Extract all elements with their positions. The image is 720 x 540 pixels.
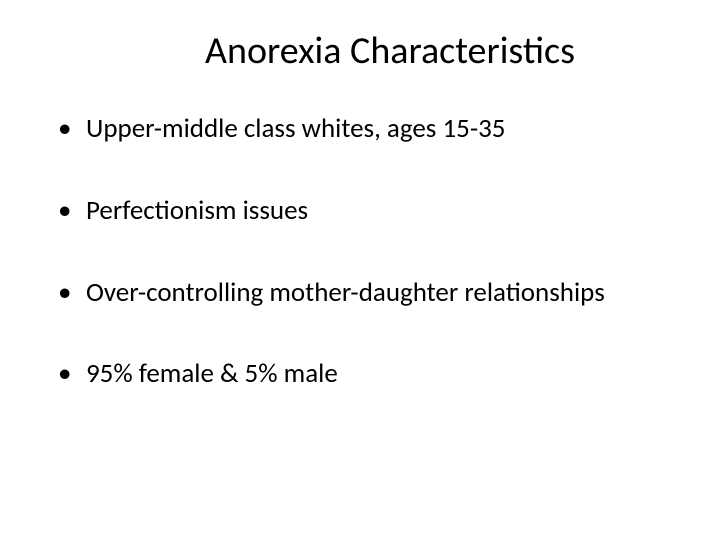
bullet-list: Upper-middle class whites, ages 15-35 Pe…: [40, 112, 680, 391]
bullet-item: Perfectionism issues: [58, 194, 680, 228]
bullet-item: Over-controlling mother-daughter relatio…: [58, 276, 680, 310]
slide-container: Anorexia Characteristics Upper-middle cl…: [0, 0, 720, 540]
slide-title: Anorexia Characteristics: [100, 28, 680, 74]
bullet-item: Upper-middle class whites, ages 15-35: [58, 112, 680, 146]
bullet-item: 95% female & 5% male: [58, 357, 680, 391]
